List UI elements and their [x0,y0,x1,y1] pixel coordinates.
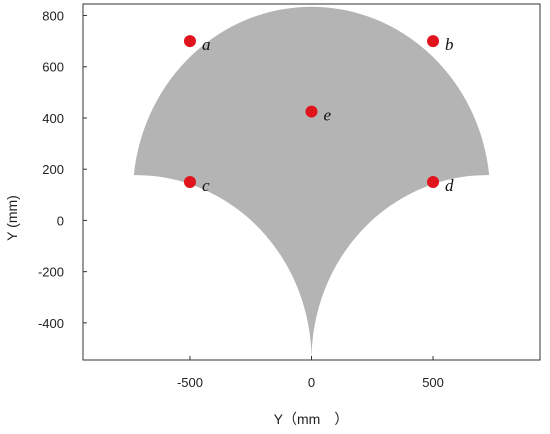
point-label-b: b [445,35,454,54]
y-tick-label: 0 [57,213,64,228]
y-tick-label: 800 [42,9,64,24]
y-tick-label: 400 [42,111,64,126]
data-point-b [427,35,440,48]
x-tick-label: 0 [308,375,315,390]
gray-region [133,6,490,361]
point-label-d: d [445,176,454,195]
y-tick-label: 200 [42,162,64,177]
y-tick-label: -200 [38,265,64,280]
point-label-c: c [202,176,210,195]
y-tick-label: -400 [38,316,64,331]
data-point-e [305,105,318,118]
point-label-a: a [202,35,211,54]
data-points: a b c d e [183,35,454,195]
data-point-a [183,35,196,48]
data-point-d [427,176,440,188]
point-label-e: e [324,106,332,125]
x-tick-label: -500 [177,375,203,390]
data-point-c [183,176,196,188]
x-axis-label: Y（mm ） [274,411,349,427]
y-axis-label: Y (mm) [4,195,20,241]
y-tick-label: 600 [42,60,64,75]
axis-ticks: -500 0 500 800 600 400 200 0 -200 -400 [38,9,444,390]
x-tick-label: 500 [422,375,444,390]
